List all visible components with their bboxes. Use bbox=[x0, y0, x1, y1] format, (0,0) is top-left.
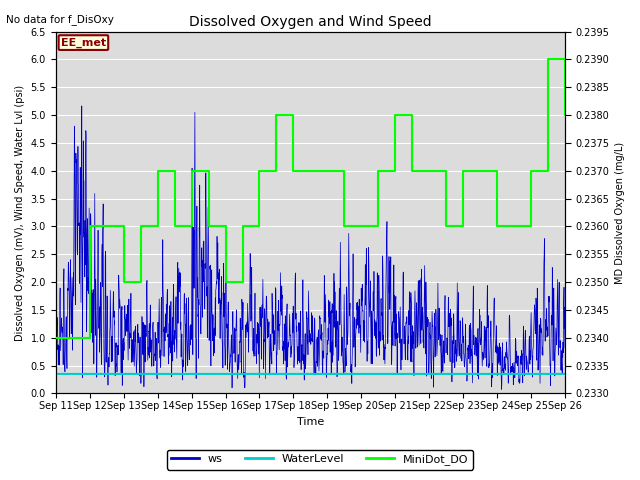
Legend: ws, WaterLevel, MiniDot_DO: ws, WaterLevel, MiniDot_DO bbox=[167, 450, 473, 469]
Y-axis label: MD Dissolved Oxygen (mg/L): MD Dissolved Oxygen (mg/L) bbox=[615, 142, 625, 284]
Text: No data for f_DisOxy: No data for f_DisOxy bbox=[6, 14, 115, 25]
X-axis label: Time: Time bbox=[297, 417, 324, 427]
Title: Dissolved Oxygen and Wind Speed: Dissolved Oxygen and Wind Speed bbox=[189, 15, 432, 29]
Y-axis label: Dissolved Oxygen (mV), Wind Speed, Water Lvl (psi): Dissolved Oxygen (mV), Wind Speed, Water… bbox=[15, 84, 25, 340]
Text: EE_met: EE_met bbox=[61, 37, 106, 48]
